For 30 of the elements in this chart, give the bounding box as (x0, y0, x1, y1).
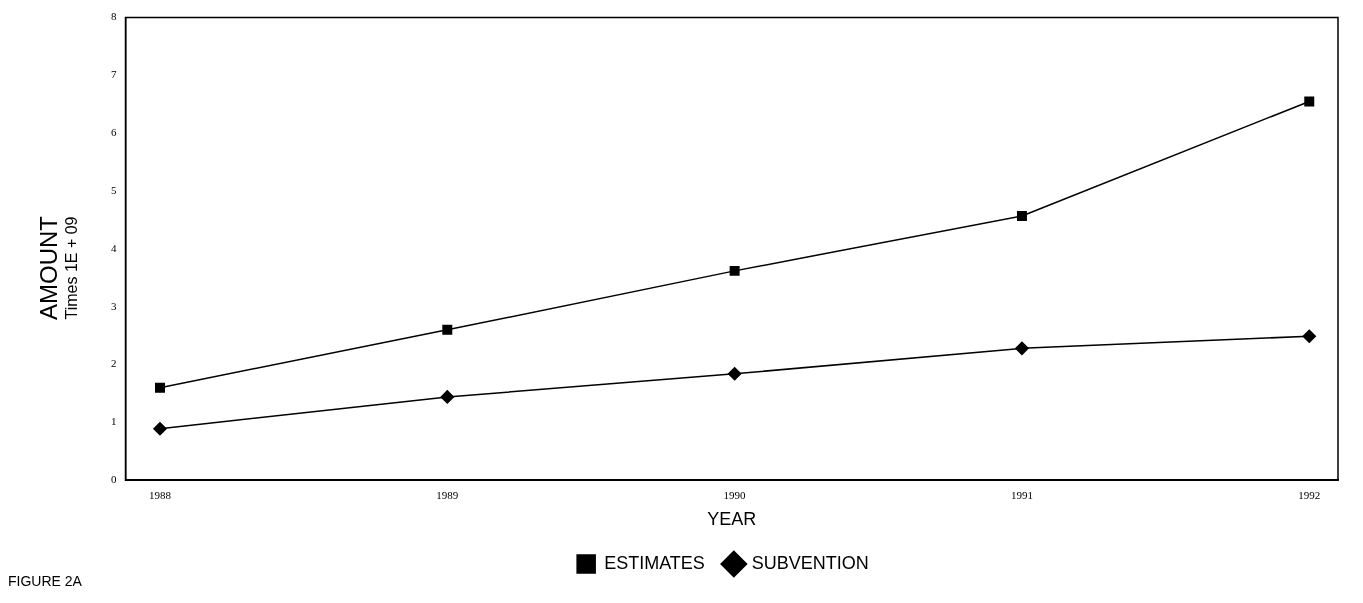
point (1015, 341, 1029, 356)
point (153, 421, 167, 436)
y-tick-label: 0 (111, 473, 117, 486)
x-axis-title: YEAR (707, 509, 757, 530)
text: Times 1E + 09 (63, 216, 81, 320)
point (442, 324, 453, 335)
x-tick-label: 1992 (1298, 488, 1321, 501)
point (1016, 210, 1027, 221)
y-tick-label: 6 (111, 126, 117, 139)
y-tick-label: 8 (111, 10, 117, 23)
caption: FIGURE 2A (8, 573, 82, 589)
point (440, 390, 455, 404)
x-tick-label: 1988 (148, 488, 172, 501)
y-tick-label: 2 (111, 357, 117, 370)
y-tick-label: 1 (111, 415, 117, 428)
x-tick-label: 1989 (436, 488, 459, 501)
point (1304, 96, 1315, 107)
y-tick-label: 3 (111, 299, 117, 312)
y-axis-title: AMOUNT (35, 216, 63, 320)
y-tick-label: 5 (111, 183, 117, 196)
x-tick-label: 1991 (1010, 488, 1033, 501)
point (1302, 329, 1317, 343)
point (729, 265, 740, 276)
x-tick-label: 1990 (723, 488, 747, 501)
legend-label: ESTIMATES (604, 552, 705, 573)
legend-label: SUBVENTION (751, 552, 869, 573)
point (727, 367, 742, 381)
y-tick-label: 4 (111, 241, 117, 254)
point (154, 382, 165, 393)
y-tick-label: 7 (111, 68, 117, 81)
